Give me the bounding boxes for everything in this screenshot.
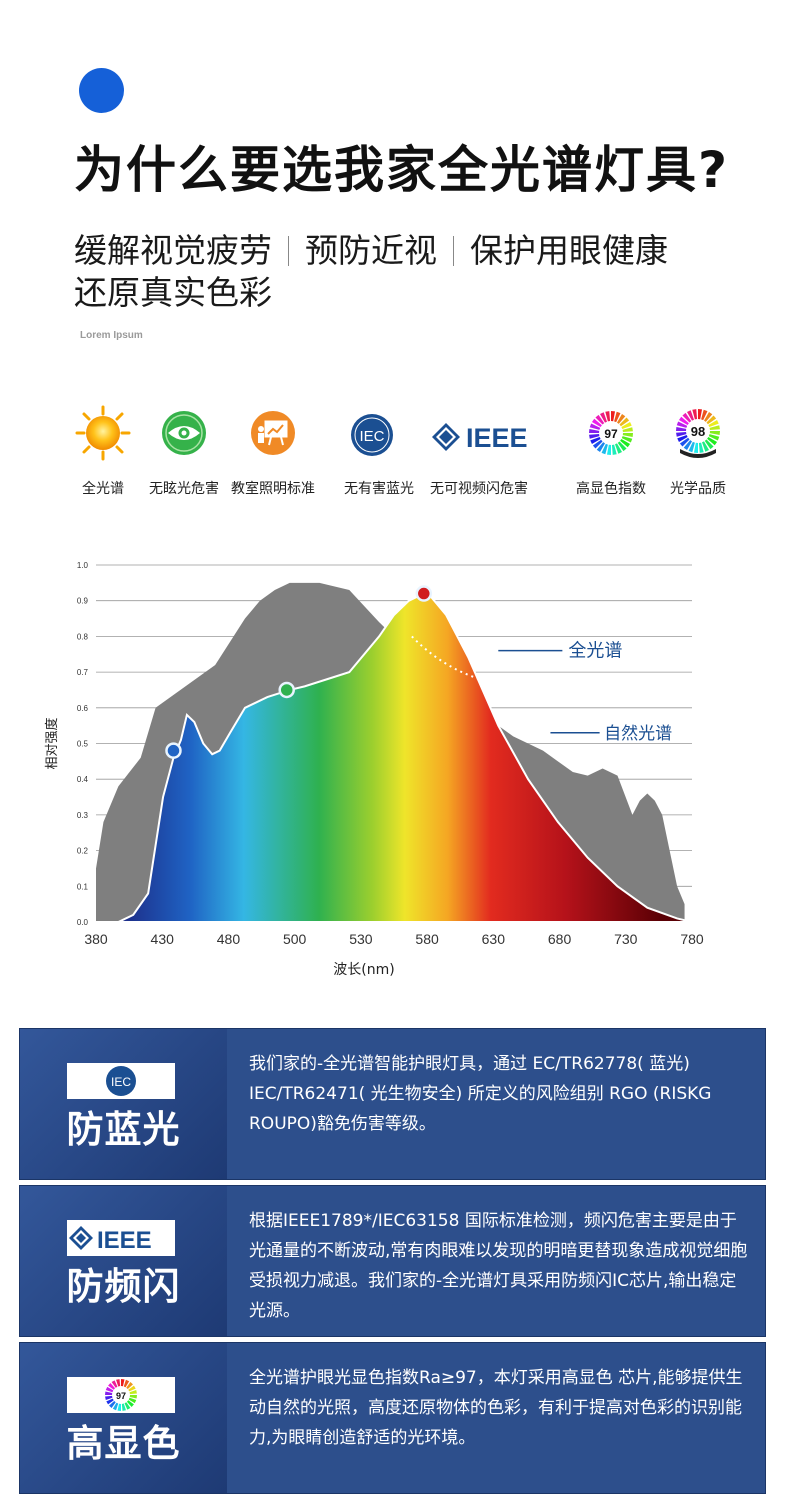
x-tick-label: 380: [84, 931, 108, 947]
panel-text: 根据IEEE1789*/IEC63158 国际标准检测，频闪危害主要是由于光通量…: [249, 1211, 748, 1321]
panel-text: 我们家的-全光谱智能护眼灯具，通过 EC/TR62778( 蓝光) IEC/TR…: [249, 1054, 712, 1134]
icon-item-cri98: 98 光学品质: [638, 405, 758, 497]
x-tick-label: 430: [151, 931, 175, 947]
svg-text:IEC: IEC: [111, 1075, 131, 1089]
y-tick-label: 0.9: [77, 597, 89, 606]
data-marker: [165, 742, 182, 759]
icon-item-cri97: 97 高显色指数: [551, 405, 671, 497]
feature-2: 预防近视: [305, 231, 437, 270]
svg-text:98: 98: [691, 424, 705, 439]
x-tick-label: 780: [680, 931, 704, 947]
divider: [288, 236, 289, 266]
feature-4: 还原真实色彩: [74, 273, 272, 312]
panel-anti-blue-light: IEC 防蓝光 我们家的-全光谱智能护眼灯具，通过 EC/TR62778( 蓝光…: [19, 1028, 766, 1180]
svg-text:97: 97: [604, 427, 618, 441]
x-tick-label: 730: [614, 931, 638, 947]
cri-97-badge: 97: [589, 411, 633, 455]
icon-item-iec: IEC 无有害蓝光: [319, 405, 439, 497]
feature-list: 缓解视觉疲劳 预防近视 保护用眼健康 还原真实色彩: [74, 230, 764, 314]
x-tick-label: 530: [349, 931, 373, 947]
cri-98-badge: 98: [676, 409, 720, 458]
iec-logo: IEC: [351, 414, 393, 456]
x-tick-label: 480: [217, 931, 241, 947]
y-tick-label: 1.0: [77, 561, 89, 570]
icon-label: 全光谱: [82, 481, 124, 497]
x-tick-label: 680: [548, 931, 572, 947]
ieee-badge: IEEE: [67, 1220, 175, 1256]
data-marker: [415, 585, 433, 602]
panel-high-cri: 97 高显色 全光谱护眼光显色指数Ra≥97，本灯采用高显色 芯片,能够提供生动…: [19, 1342, 766, 1494]
panel-title: 防蓝光: [66, 1108, 181, 1151]
icon-label: 教室照明标准: [231, 481, 315, 497]
icon-label: 无眩光危害: [149, 481, 219, 497]
x-tick-label: 580: [415, 931, 439, 947]
feature-1: 缓解视觉疲劳: [74, 231, 272, 270]
panel-text: 全光谱护眼光显色指数Ra≥97，本灯采用高显色 芯片,能够提供生动自然的光照，高…: [249, 1368, 743, 1448]
dotted-line: [411, 635, 514, 688]
data-marker: [278, 681, 295, 699]
y-tick-label: 0.3: [77, 811, 89, 820]
y-tick-label: 0.1: [77, 882, 89, 891]
y-tick-label: 0.2: [77, 847, 89, 856]
x-axis-label: 波长(nm): [333, 962, 394, 978]
lorem-caption: Lorem Ipsum: [80, 330, 143, 341]
x-tick-label: 630: [482, 931, 506, 947]
annotation-natural-spectrum: 自然光谱: [604, 724, 672, 744]
y-tick-label: 0.6: [77, 704, 89, 713]
iec-badge: IEC: [67, 1063, 175, 1099]
svg-text:IEEE: IEEE: [97, 1227, 152, 1254]
x-tick-label: 500: [283, 931, 307, 947]
spectrum-chart: 0.0 0.1 0.2 0.3 0.4 0.5 0.6 0.7 0.8 0.9 1.0 380 430 4…: [44, 561, 704, 978]
y-tick-label: 0.8: [77, 632, 89, 641]
annotation-full-spectrum: 全光谱: [568, 641, 622, 662]
panel-title: 防频闪: [66, 1265, 181, 1308]
divider: [453, 236, 454, 266]
feature-3: 保护用眼健康: [470, 231, 668, 270]
y-tick-label: 0.5: [77, 740, 89, 749]
blue-dot-decoration: [79, 68, 124, 113]
y-tick-label: 0.0: [77, 918, 89, 927]
page-title: 为什么要选我家全光谱灯具?: [74, 141, 730, 199]
ieee-logo: IEEE: [432, 423, 528, 453]
y-axis-label: 相对强度: [44, 717, 60, 769]
cri-badge: 97: [67, 1377, 175, 1413]
panel-anti-flicker: IEEE 防频闪 根据IEEE1789*/IEC63158 国际标准检测，频闪危…: [19, 1185, 766, 1337]
y-tick-label: 0.7: [77, 668, 89, 677]
svg-text:IEEE: IEEE: [466, 423, 528, 453]
icon-item-full-spectrum: 全光谱: [43, 405, 163, 497]
icon-item-no-glare: 无眩光危害: [124, 405, 244, 497]
certification-icons: 全光谱 无眩光危害 教室照明标准 IEC 无有害蓝光: [60, 405, 750, 505]
icon-item-ieee: IEEE 无可视频闪危害: [420, 405, 560, 497]
icon-label: 无可视频闪危害: [430, 481, 528, 497]
icon-label: 光学品质: [670, 481, 726, 497]
eye-icon: [162, 411, 206, 455]
sun-icon: [75, 405, 131, 461]
icon-item-classroom: 教室照明标准: [213, 405, 333, 497]
y-tick-label: 0.4: [77, 775, 89, 784]
svg-text:97: 97: [116, 1391, 126, 1401]
svg-text:IEC: IEC: [359, 428, 384, 445]
icon-label: 高显色指数: [576, 481, 646, 497]
classroom-board-icon: [251, 411, 295, 455]
panel-title: 高显色: [66, 1422, 181, 1465]
icon-label: 无有害蓝光: [344, 481, 414, 497]
